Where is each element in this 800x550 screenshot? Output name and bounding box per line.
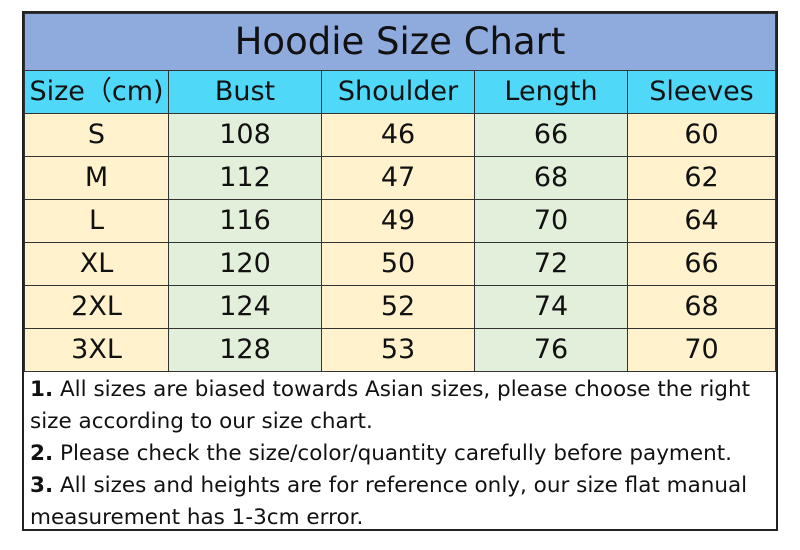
table-cell: 76 bbox=[474, 328, 628, 372]
table-cell: 108 bbox=[168, 113, 322, 157]
note-number: 2. bbox=[30, 441, 54, 466]
table-row: XL 120 50 72 66 bbox=[24, 242, 776, 286]
column-header: Size（cm) bbox=[24, 70, 169, 114]
table-row: 3XL 128 53 76 70 bbox=[24, 328, 776, 372]
table-cell: 70 bbox=[627, 328, 776, 372]
table-cell: 47 bbox=[321, 156, 475, 200]
column-header: Shoulder bbox=[321, 70, 475, 114]
table-row: M 112 47 68 62 bbox=[24, 156, 776, 200]
notes: 1. All sizes are biased towards Asian si… bbox=[24, 372, 776, 536]
note-text: Please check the size/color/quantity car… bbox=[53, 441, 732, 466]
table-row: S 108 46 66 60 bbox=[24, 113, 776, 157]
table-cell: 66 bbox=[627, 242, 776, 286]
table-cell: XL bbox=[24, 242, 169, 286]
table-cell: 124 bbox=[168, 285, 322, 329]
column-header: Sleeves bbox=[627, 70, 776, 114]
table-cell: S bbox=[24, 113, 169, 157]
size-table: Hoodie Size Chart Size（cm) Bust Shoulder Le… bbox=[24, 13, 776, 372]
table-cell: 68 bbox=[627, 285, 776, 329]
table-cell: 3XL bbox=[24, 328, 169, 372]
table-cell: 66 bbox=[474, 113, 628, 157]
chart-title: Hoodie Size Chart bbox=[24, 13, 776, 71]
note-text: All sizes are biased towards Asian sizes… bbox=[30, 377, 757, 434]
table-cell: 64 bbox=[627, 199, 776, 243]
note-item: 1. All sizes are biased towards Asian si… bbox=[30, 374, 770, 438]
note-number: 1. bbox=[30, 377, 54, 402]
table-cell: 60 bbox=[627, 113, 776, 157]
table-cell: M bbox=[24, 156, 169, 200]
table-cell: 112 bbox=[168, 156, 322, 200]
size-chart: Hoodie Size Chart Size（cm) Bust Shoulder Le… bbox=[22, 11, 778, 531]
note-item: 3. All sizes and heights are for referen… bbox=[30, 470, 770, 534]
table-cell: 50 bbox=[321, 242, 475, 286]
column-header: Bust bbox=[168, 70, 322, 114]
header-row: Size（cm) Bust Shoulder Length Sleeves bbox=[24, 70, 776, 114]
table-cell: 74 bbox=[474, 285, 628, 329]
table-cell: 53 bbox=[321, 328, 475, 372]
table-cell: 120 bbox=[168, 242, 322, 286]
table-cell: 68 bbox=[474, 156, 628, 200]
note-text: All sizes and heights are for reference … bbox=[30, 473, 754, 530]
table-cell: 52 bbox=[321, 285, 475, 329]
column-header: Length bbox=[474, 70, 628, 114]
note-item: 2. Please check the size/color/quantity … bbox=[30, 438, 770, 470]
table-cell: L bbox=[24, 199, 169, 243]
table-cell: 46 bbox=[321, 113, 475, 157]
note-number: 3. bbox=[30, 473, 54, 498]
table-row: 2XL 124 52 74 68 bbox=[24, 285, 776, 329]
table-cell: 70 bbox=[474, 199, 628, 243]
table-cell: 128 bbox=[168, 328, 322, 372]
table-cell: 49 bbox=[321, 199, 475, 243]
table-cell: 62 bbox=[627, 156, 776, 200]
table-cell: 116 bbox=[168, 199, 322, 243]
table-cell: 72 bbox=[474, 242, 628, 286]
table-cell: 2XL bbox=[24, 285, 169, 329]
table-row: L 116 49 70 64 bbox=[24, 199, 776, 243]
